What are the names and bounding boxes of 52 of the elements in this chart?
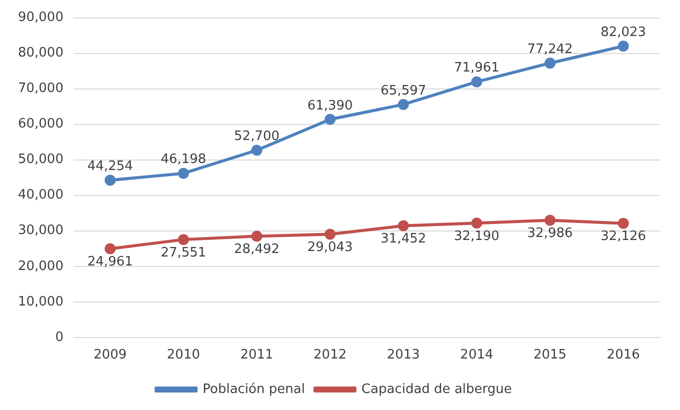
data-label: 44,254	[87, 159, 133, 174]
x-tick-label: 2010	[166, 348, 200, 363]
data-label: 52,700	[234, 129, 280, 144]
y-tick-label: 0	[55, 330, 64, 345]
data-label: 77,242	[527, 42, 573, 57]
x-tick-label: 2014	[460, 348, 494, 363]
point	[324, 114, 336, 125]
x-tick-label: 2016	[606, 348, 640, 363]
data-label: 71,961	[454, 60, 500, 76]
y-tick-label: 60,000	[18, 116, 64, 132]
y-tick-label: 50,000	[18, 152, 64, 168]
point	[544, 58, 556, 69]
point	[104, 174, 116, 186]
y-tick-label: 30,000	[18, 223, 64, 238]
point	[178, 234, 189, 246]
point	[104, 243, 116, 254]
data-label: 32,986	[527, 226, 573, 242]
data-label: 61,390	[307, 98, 353, 114]
point	[251, 230, 262, 242]
data-label: 65,597	[380, 83, 426, 98]
point	[471, 218, 482, 229]
point	[544, 214, 556, 226]
point	[398, 98, 409, 110]
data-label: 29,043	[307, 240, 353, 256]
data-label: 27,551	[160, 245, 206, 260]
y-tick-label: 10,000	[18, 294, 64, 310]
data-label: 31,452	[380, 232, 426, 247]
y-tick-label: 40,000	[18, 188, 64, 203]
x-tick-label: 2011	[240, 348, 274, 363]
legend-label: Capacidad de albergue	[361, 382, 512, 397]
point	[618, 40, 629, 52]
data-label: 32,126	[600, 229, 646, 244]
point	[251, 144, 262, 156]
y-tick-label: 80,000	[18, 46, 64, 61]
x-tick-label: 2012	[314, 348, 347, 363]
legend-label: Población penal	[202, 382, 305, 397]
data-label: 28,492	[234, 242, 280, 258]
data-label: 82,023	[600, 25, 646, 40]
y-tick-label: 70,000	[18, 81, 64, 96]
data-label: 32,190	[454, 228, 500, 244]
point	[471, 76, 482, 88]
x-tick-label: 2009	[94, 348, 127, 363]
x-tick-label: 2013	[386, 348, 420, 363]
data-label: 24,961	[87, 254, 133, 270]
point	[398, 220, 409, 232]
point	[324, 228, 336, 240]
x-tick-label: 2015	[533, 348, 567, 363]
point	[618, 218, 629, 229]
point	[178, 168, 189, 179]
y-tick-label: 90,000	[18, 10, 64, 26]
data-label: 46,198	[160, 152, 206, 168]
y-tick-label: 20,000	[18, 258, 64, 274]
